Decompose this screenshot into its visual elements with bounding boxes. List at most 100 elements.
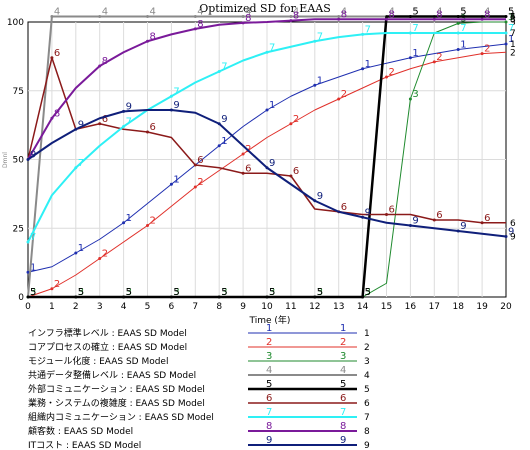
x-tick-label: 9 <box>240 302 246 312</box>
series-marker-label: 3 <box>412 89 418 100</box>
data-point <box>241 21 245 25</box>
data-point <box>456 48 460 51</box>
series-marker-label: 1 <box>412 48 418 59</box>
series-marker-label: 8 <box>197 19 203 30</box>
data-point <box>432 60 436 64</box>
data-point <box>26 158 30 161</box>
series-marker-label: 7 <box>221 62 227 73</box>
series-line-8 <box>27 18 506 161</box>
data-point <box>289 122 293 126</box>
series-end-label: 7 <box>510 29 516 39</box>
series-marker-label: 1 <box>365 59 371 70</box>
series-marker-label: 4 <box>102 7 108 18</box>
series-6: 6 6 6 6 6 6 6 6 6 6 6 <box>27 48 516 229</box>
legend-marker: 8 <box>266 421 272 432</box>
legend-label: 業務・システムの複雑度 : EAAS SD Model <box>28 397 205 409</box>
data-point <box>146 224 149 227</box>
data-point <box>146 130 149 134</box>
data-point <box>50 116 54 120</box>
data-point <box>480 17 484 21</box>
legend-item-3: モジュール化度 : EAAS SD Model 3 3 3 <box>28 351 370 367</box>
series-marker-label: 2 <box>197 177 203 188</box>
data-point <box>408 224 412 227</box>
x-tick-label: 15 <box>381 302 392 312</box>
data-point <box>504 20 508 24</box>
series-8: 8 8 8 8 8 8 8 8 8 8 8 <box>27 9 516 161</box>
legend-id: 6 <box>364 399 370 409</box>
series-marker-label: 9 <box>221 114 227 125</box>
series-marker-label: 5 <box>508 7 514 18</box>
series-marker-label: 5 <box>365 287 371 298</box>
series-marker-label: 2 <box>54 279 60 290</box>
data-point <box>313 295 317 299</box>
series-marker-label: 3 <box>30 287 36 298</box>
series-marker-label: 1 <box>173 174 179 185</box>
series-end-label: 1 <box>510 40 516 50</box>
data-point <box>289 19 293 23</box>
y-axis-label: Dmnl <box>2 152 9 168</box>
series-marker-label: 6 <box>389 205 395 216</box>
y-tick-label: 0 <box>18 293 24 303</box>
series-end-label: 3 <box>510 18 516 28</box>
series-marker-label: 3 <box>508 12 514 23</box>
legend-marker: 1 <box>340 323 346 334</box>
series-marker-label: 5 <box>78 287 84 298</box>
data-point <box>26 240 30 244</box>
series-marker-label: 3 <box>126 287 132 298</box>
legend-marker: 1 <box>266 323 272 334</box>
series-marker-label: 3 <box>317 287 323 298</box>
series-marker-label: 6 <box>54 48 60 59</box>
data-point <box>98 15 102 18</box>
x-tick-label: 5 <box>145 302 151 312</box>
series-marker-label: 4 <box>197 7 203 18</box>
legend-marker: 5 <box>340 379 346 390</box>
data-point <box>432 218 436 222</box>
series-marker-label: 6 <box>102 114 108 125</box>
x-tick-label: 13 <box>333 302 344 312</box>
legend-id: 2 <box>364 343 370 353</box>
legend-id: 9 <box>364 441 370 450</box>
legend-marker: 9 <box>266 435 272 446</box>
series-marker-label: 9 <box>78 119 84 130</box>
series-marker-label: 5 <box>317 287 323 298</box>
legend-id: 1 <box>364 329 370 339</box>
y-tick-label: 75 <box>13 87 24 97</box>
series-marker-label: 8 <box>102 56 108 67</box>
data-point <box>361 67 365 71</box>
series-marker-label: 3 <box>269 287 275 298</box>
data-point <box>241 152 245 156</box>
x-tick-label: 7 <box>192 302 198 312</box>
x-tick-label: 16 <box>405 302 417 312</box>
x-tick-label: 17 <box>429 302 440 312</box>
x-tick-label: 18 <box>452 302 464 312</box>
series-marker-label: 1 <box>78 243 84 254</box>
y-tick-label: 100 <box>7 18 24 28</box>
legend-item-8: 顧客数 : EAAS SD Model 8 8 8 <box>28 421 370 437</box>
series-marker-label: 9 <box>508 227 514 238</box>
data-point <box>504 15 508 18</box>
series-marker-label: 9 <box>365 207 371 218</box>
series-5: 5 5 5 5 5 5 5 55 5 55 <box>26 7 516 299</box>
data-point <box>289 174 293 178</box>
series-marker-label: 6 <box>150 122 156 133</box>
series-marker-label: 2 <box>436 52 442 63</box>
data-point <box>217 122 221 126</box>
legend-marker: 7 <box>266 407 272 418</box>
series-marker-label: 9 <box>317 191 323 202</box>
series-marker-label: 7 <box>508 23 514 34</box>
legend-marker: 3 <box>266 351 272 362</box>
series-marker-label: 4 <box>436 7 442 18</box>
series-marker-label: 8 <box>54 108 60 119</box>
data-point <box>361 215 365 219</box>
series-marker-label: 1 <box>508 34 514 45</box>
series-marker-label: 4 <box>245 7 251 18</box>
data-point <box>313 199 317 203</box>
data-point <box>456 229 460 233</box>
data-point <box>169 295 173 299</box>
series-marker-label: 5 <box>126 287 132 298</box>
series-marker-label: 4 <box>389 7 395 18</box>
data-point <box>265 295 269 299</box>
data-point <box>456 15 460 18</box>
